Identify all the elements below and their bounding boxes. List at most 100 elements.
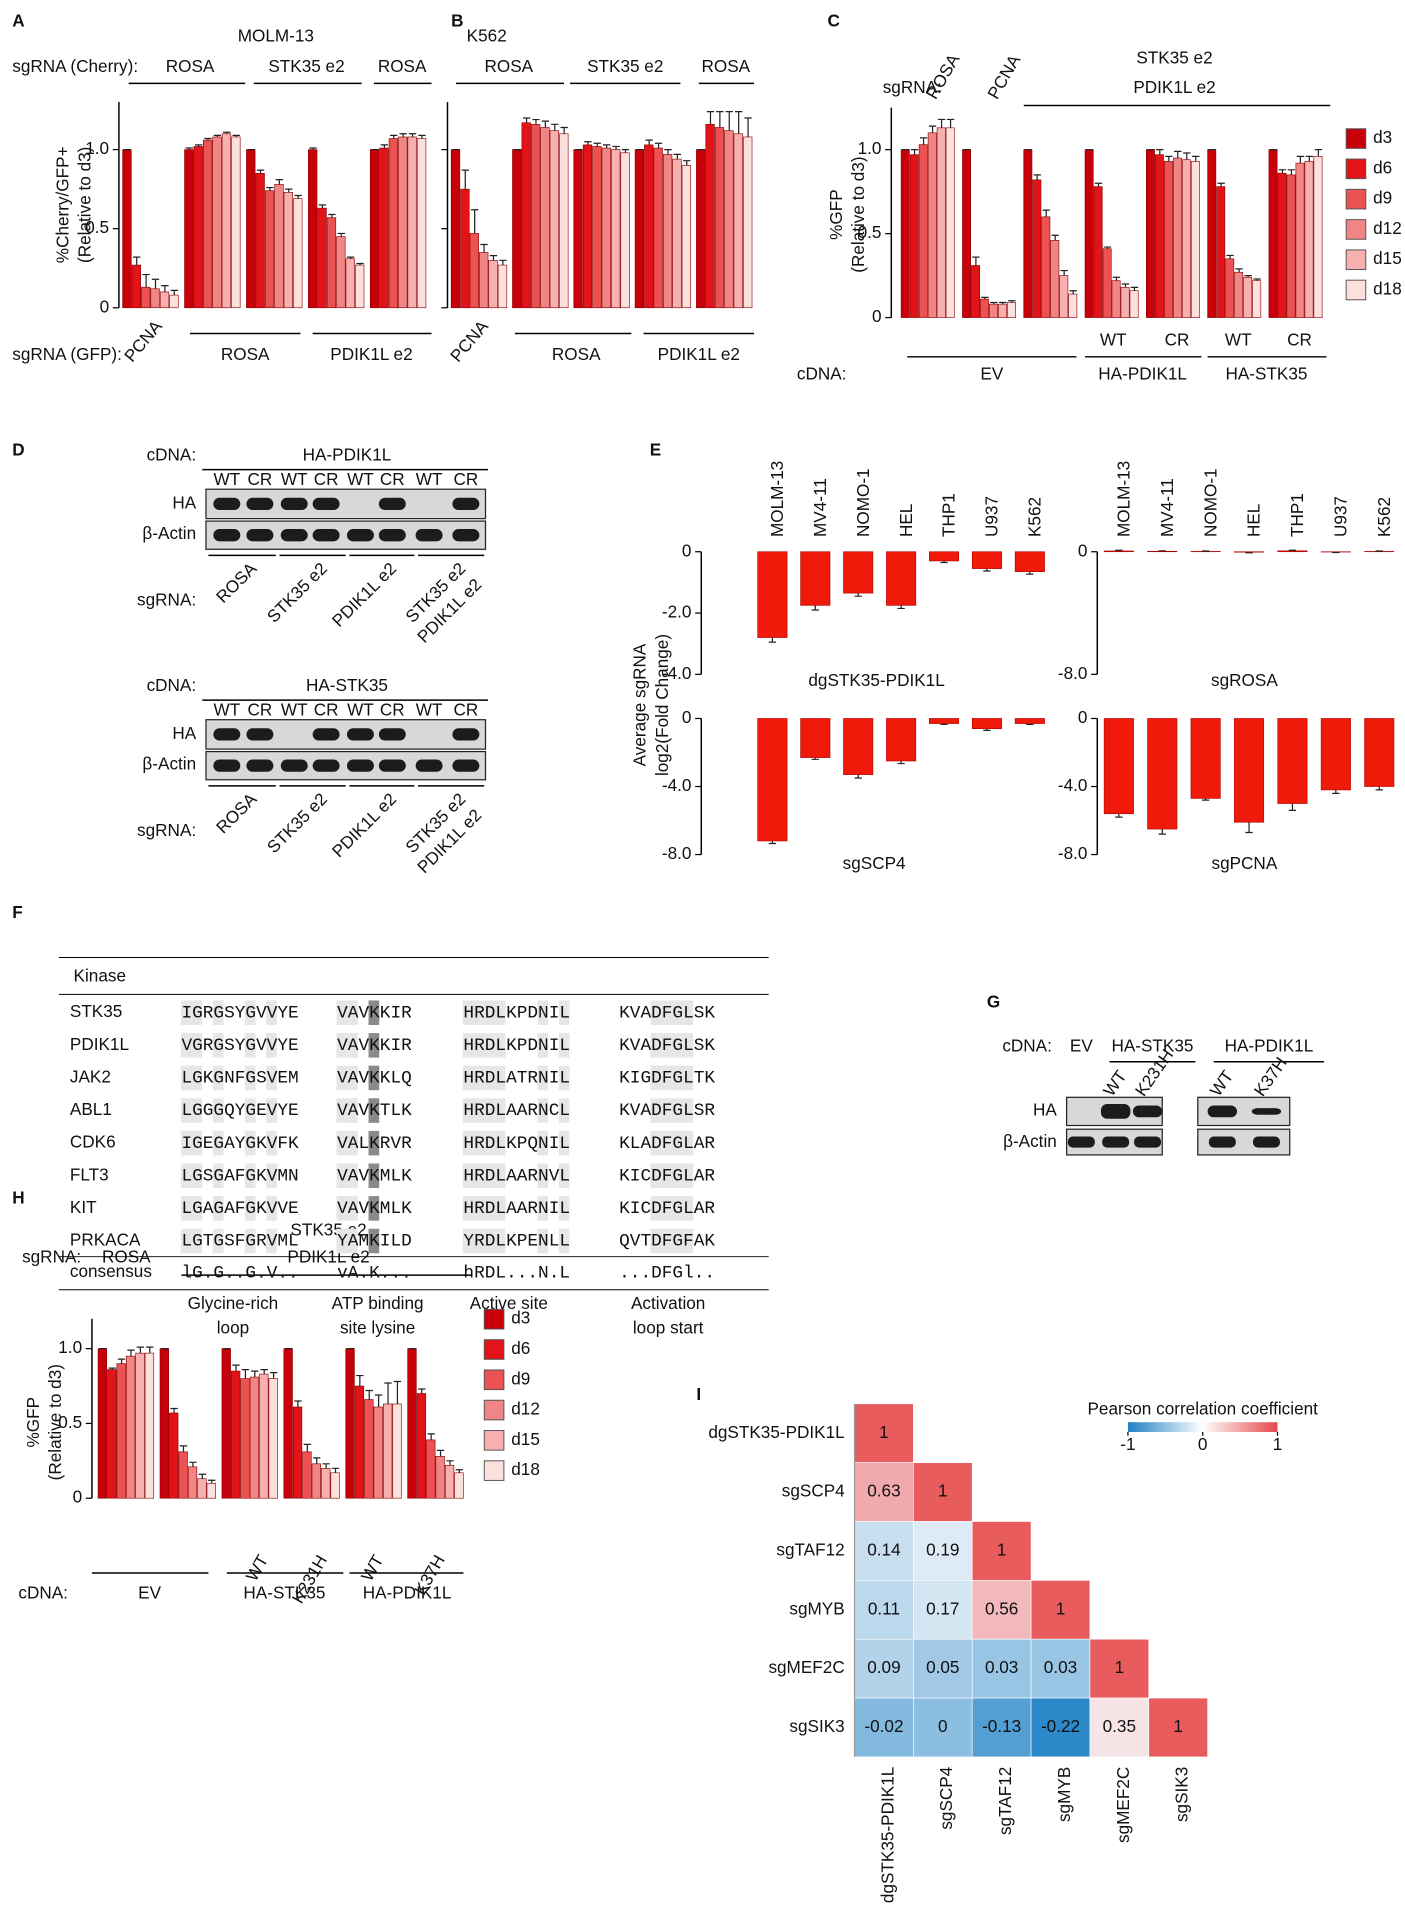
bar: [743, 136, 753, 309]
error-bar: [328, 213, 336, 218]
bar: [354, 1385, 365, 1499]
error-bar: [356, 262, 364, 266]
error-bar: [522, 117, 531, 123]
conserved-shade: [473, 1000, 485, 1025]
bar: [634, 149, 645, 309]
label: WT: [1225, 329, 1252, 349]
legend-swatch: [1345, 158, 1367, 180]
category-label: U937: [982, 496, 1002, 537]
error-bar: [919, 137, 928, 145]
blot-band: [1100, 1104, 1131, 1119]
error-bar: [1094, 182, 1103, 187]
error-bar: [266, 186, 274, 191]
bar: [1295, 162, 1305, 318]
bar: [1234, 271, 1244, 318]
conserved-shade: [212, 1033, 224, 1058]
label: PDIK1L e2: [330, 344, 412, 364]
legend-swatch: [483, 1369, 505, 1391]
conserved-shade: [212, 1000, 224, 1025]
label: STK35 e2: [587, 56, 663, 76]
error-bar: [365, 1389, 373, 1400]
panel-letter: C: [828, 11, 840, 31]
bar: [1023, 149, 1033, 318]
conserved-shade: [462, 1000, 474, 1025]
conserved-shade: [244, 1065, 256, 1091]
error-bar: [208, 1479, 216, 1484]
error-bar: [337, 232, 345, 237]
error-bar: [260, 1368, 268, 1375]
conserved-shade: [682, 1033, 694, 1058]
blot-band: [346, 529, 374, 542]
motif: LGSGAFGKVMN: [181, 1166, 298, 1186]
heatmap-cell: [854, 1697, 914, 1758]
error-bar: [1314, 149, 1323, 157]
conserved-shade: [266, 1033, 277, 1058]
row-label: dgSTK35-PDIK1L: [708, 1422, 844, 1442]
bar: [620, 152, 630, 309]
blot-band: [280, 497, 308, 511]
blot-band: [378, 529, 406, 542]
label: ROSA: [221, 344, 270, 364]
label: PCNA: [446, 316, 492, 366]
heatmap-cell: [854, 1462, 914, 1522]
error-bar: [185, 147, 193, 150]
label: HA-PDIK1L: [363, 1582, 452, 1602]
conserved-shade: [494, 1130, 506, 1156]
y-tick-label: 0: [1078, 707, 1088, 727]
bar: [292, 1406, 303, 1499]
blot-band: [213, 497, 241, 511]
bar: [1111, 280, 1121, 318]
kinase-name: KIT: [70, 1197, 97, 1217]
bar: [929, 551, 960, 562]
bar: [221, 133, 232, 309]
conserved-shade: [558, 1196, 570, 1221]
label: WT: [213, 700, 240, 720]
blot-band: [312, 529, 340, 542]
bar: [131, 264, 141, 309]
error-bar: [1121, 283, 1130, 288]
bar: [1146, 149, 1155, 318]
bar: [345, 258, 355, 309]
cell-label: 0.19: [926, 1539, 959, 1559]
bar: [125, 1355, 136, 1499]
label: EV: [138, 1582, 161, 1602]
bar: [843, 551, 874, 594]
error-bar: [910, 149, 919, 155]
error-bar: [981, 296, 989, 300]
bar: [345, 1348, 355, 1499]
error-bar: [455, 1469, 464, 1473]
error-bar: [117, 1358, 126, 1364]
column-label: sgMEF2C: [1113, 1767, 1133, 1843]
bar: [398, 136, 408, 309]
label: ROSA: [701, 56, 750, 76]
motif: VGRGSYGVVYE: [181, 1036, 298, 1056]
error-bar: [136, 1346, 145, 1354]
bar: [259, 1373, 269, 1499]
conserved-shade: [368, 1130, 380, 1156]
cell-label: 0.56: [985, 1598, 1018, 1618]
conserved-shade: [191, 1033, 203, 1058]
bar: [497, 264, 508, 309]
bar: [141, 286, 151, 309]
error-bar: [151, 278, 160, 289]
bar: [240, 1378, 250, 1499]
label: HA-PDIK1L: [1225, 1036, 1314, 1056]
y-tick-label: 0: [872, 306, 882, 326]
error-bar: [393, 1380, 402, 1404]
y-tick-label: 0: [1078, 540, 1088, 560]
conserved-shade: [368, 1000, 380, 1025]
error-bar: [716, 111, 724, 128]
kinase-name: FLT3: [70, 1164, 109, 1184]
label: sgRNA (GFP):: [12, 344, 122, 364]
error-bar: [418, 1388, 426, 1394]
conserved-shade: [558, 1130, 570, 1156]
error-bar: [999, 301, 1007, 305]
row-label: sgMEF2C: [768, 1657, 844, 1677]
bar: [159, 1348, 169, 1499]
kinase-name: STK35: [70, 1001, 122, 1021]
conserved-shade: [212, 1228, 224, 1254]
error-bar: [446, 1460, 454, 1466]
bar: [193, 146, 203, 309]
bar: [454, 1472, 464, 1499]
cell-label: 0.09: [867, 1657, 900, 1677]
